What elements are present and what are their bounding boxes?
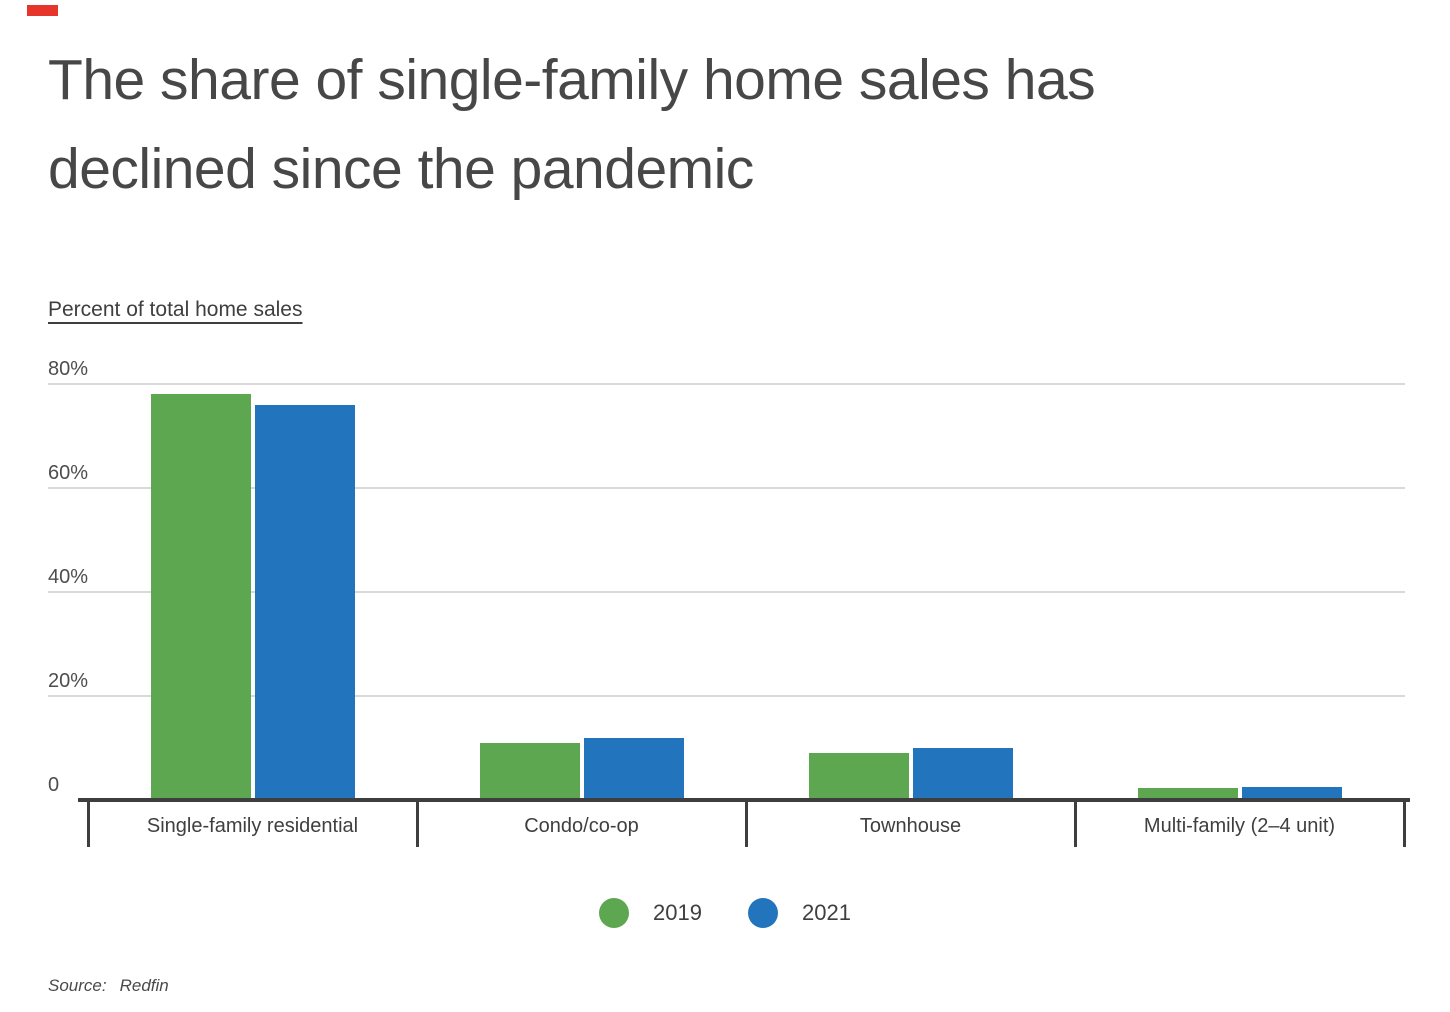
y-tick-label-60: 60%: [48, 462, 89, 484]
x-axis-line: [78, 798, 1410, 802]
gridline-40: [48, 591, 1405, 593]
bar-2021-3: [912, 748, 1013, 800]
source-value: Redfin: [119, 976, 169, 995]
x-axis-tick-1: [416, 800, 419, 847]
x-axis-tick-4: [1403, 800, 1406, 847]
legend-dot-2021: [748, 898, 778, 928]
bar-2021-1: [254, 404, 355, 800]
y-tick-label-40: 40%: [48, 566, 89, 588]
gridline-80: [48, 383, 1405, 385]
source-label: Source:: [48, 976, 107, 995]
bar-2019-1: [150, 394, 251, 800]
bar-2019-2: [479, 742, 580, 800]
bar-2019-4: [1137, 788, 1238, 800]
legend-dot-2019: [599, 898, 630, 928]
y-tick-label-80: 80%: [48, 358, 89, 380]
category-label-4: Multi-family (2–4 unit): [1143, 815, 1336, 837]
legend-label-2019: 2019: [653, 900, 702, 925]
chart-title-line2: declined since the pandemic: [48, 137, 754, 201]
x-axis-tick-2: [745, 800, 748, 847]
brand-accent-bar: [27, 5, 58, 16]
legend: 2019 2021: [0, 898, 1450, 928]
y-axis-title: Percent of total home sales: [48, 298, 303, 321]
bar-2019-3: [808, 753, 909, 800]
gridline-20: [48, 695, 1405, 697]
source-note: Source: Redfin: [48, 976, 169, 996]
legend-item-2021: 2021: [748, 898, 851, 928]
legend-item-2019: 2019: [599, 898, 702, 928]
category-label-3: Townhouse: [859, 815, 962, 837]
gridline-60: [48, 487, 1405, 489]
category-label-1: Single-family residential: [146, 815, 359, 837]
bar-2021-2: [583, 737, 684, 800]
y-tick-label-0: 0: [48, 774, 60, 796]
x-axis-tick-3: [1074, 800, 1077, 847]
x-axis-tick-0: [87, 800, 90, 847]
category-label-2: Condo/co-op: [524, 815, 639, 837]
y-tick-label-20: 20%: [48, 670, 89, 692]
legend-label-2021: 2021: [802, 900, 851, 925]
chart-title: The share of single-family home sales ha…: [48, 36, 1096, 214]
bar-2021-4: [1241, 787, 1342, 800]
chart-title-line1: The share of single-family home sales ha…: [48, 48, 1096, 112]
